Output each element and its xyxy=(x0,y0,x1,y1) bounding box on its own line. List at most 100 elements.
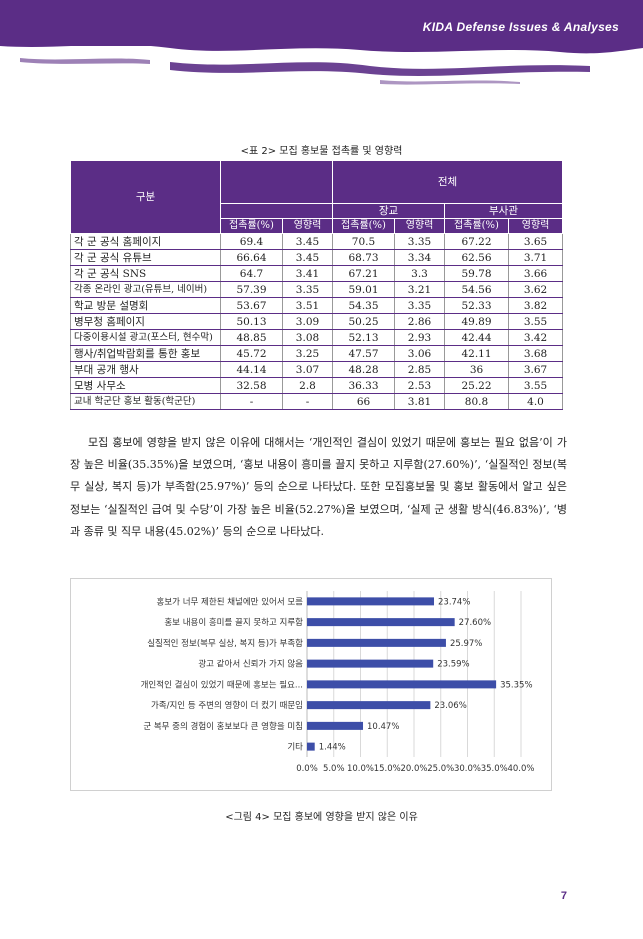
cell: 66 xyxy=(332,393,395,410)
row-label: 각 군 공식 홈페이지 xyxy=(70,233,221,250)
cell: 69.4 xyxy=(220,233,283,250)
cell: 3.35 xyxy=(282,281,333,298)
row-label: 다중이용시설 광고(포스터, 현수막) xyxy=(70,329,221,346)
cell: 3.66 xyxy=(507,265,564,282)
cell: 62.56 xyxy=(444,249,509,266)
cell: 3.42 xyxy=(507,329,564,346)
cell: 3.67 xyxy=(507,361,564,378)
cell: 3.3 xyxy=(394,265,445,282)
x-tick-label: 20.0% xyxy=(400,764,427,774)
cell: 36 xyxy=(444,361,509,378)
bar xyxy=(307,680,497,689)
cell: - xyxy=(282,393,333,410)
data-label: 1.44% xyxy=(319,743,346,753)
category-label: 홍보가 너무 제한된 채널에만 있어서 모름 xyxy=(157,596,304,607)
cell: 47.57 xyxy=(332,345,395,362)
cell: 3.62 xyxy=(507,281,564,298)
bar xyxy=(307,701,431,710)
cell: 48.85 xyxy=(220,329,283,346)
cell: 54.56 xyxy=(444,281,509,298)
cell: 67.22 xyxy=(444,233,509,250)
category-label: 군 복무 중의 경험이 홍보보다 큰 영향을 미침 xyxy=(143,721,303,732)
cell: 25.22 xyxy=(444,377,509,394)
cell: 3.51 xyxy=(282,297,333,314)
header-blank-2 xyxy=(220,203,333,219)
x-tick-label: 15.0% xyxy=(374,764,401,774)
table-row: 행사/취업박람회를 통한 홍보 45.72 3.25 47.57 3.06 42… xyxy=(70,345,564,362)
table-row: 각 군 공식 SNS 64.7 3.41 67.21 3.3 59.78 3.6… xyxy=(70,265,564,282)
cell: 3.25 xyxy=(282,345,333,362)
cell: 3.71 xyxy=(507,249,564,266)
cell: 70.5 xyxy=(332,233,395,250)
category-label: 기타 xyxy=(287,743,303,753)
cell: 36.33 xyxy=(332,377,395,394)
data-label: 35.35% xyxy=(500,680,532,690)
col-influence: 영향력 xyxy=(507,218,564,234)
row-label: 병무청 홈페이지 xyxy=(70,313,221,330)
cell: - xyxy=(220,393,283,410)
x-tick-label: 5.0% xyxy=(323,764,345,774)
cell: 59.01 xyxy=(332,281,395,298)
cell: 3.35 xyxy=(394,233,445,250)
cell: 45.72 xyxy=(220,345,283,362)
category-label: 실질적인 정보(복무 실상, 복지 등)가 부족함 xyxy=(147,638,303,649)
col-contact: 접촉률(%) xyxy=(444,218,509,234)
x-tick-label: 35.0% xyxy=(481,764,508,774)
contact-influence-table: 구분 전체 장교 부사관 접촉률(%) 영향력 접촉률(%) 영향력 접촉률(%… xyxy=(70,160,564,410)
table-caption: <표 2> 모집 홍보물 접촉률 및 영향력 xyxy=(240,146,403,157)
data-label: 27.60% xyxy=(459,618,491,628)
row-label: 각종 온라인 광고(유튜브, 네이버) xyxy=(70,281,221,298)
cell: 3.55 xyxy=(507,313,564,330)
cell: 64.7 xyxy=(220,265,283,282)
header-officer: 장교 xyxy=(332,203,445,219)
cell: 2.8 xyxy=(282,377,333,394)
cell: 3.81 xyxy=(394,393,445,410)
cell: 48.28 xyxy=(332,361,395,378)
cell: 3.45 xyxy=(282,249,333,266)
cell: 52.33 xyxy=(444,297,509,314)
category-label: 개인적인 결심이 있었기 때문에 홍보는 필요... xyxy=(141,679,303,690)
table-row: 부대 공개 행사 44.14 3.07 48.28 2.85 36 3.67 xyxy=(70,361,564,378)
col-influence: 영향력 xyxy=(394,218,445,234)
cell: 50.25 xyxy=(332,313,395,330)
reasons-bar-chart: 0.0% 5.0% 10.0% 15.0% 20.0% 25.0% 30.0% 35.0% 40… xyxy=(141,591,535,774)
bar xyxy=(307,638,446,647)
cell: 3.06 xyxy=(394,345,445,362)
cell: 54.35 xyxy=(332,297,395,314)
cell: 3.45 xyxy=(282,233,333,250)
cell: 59.78 xyxy=(444,265,509,282)
row-label: 모병 사무소 xyxy=(70,377,221,394)
row-label: 행사/취업박람회를 통한 홍보 xyxy=(70,345,221,362)
bar xyxy=(307,721,364,730)
table-row: 각 군 공식 유튜브 66.64 3.45 68.73 3.34 62.56 3… xyxy=(70,249,564,266)
header-blank xyxy=(220,160,333,204)
body-paragraph: 모집 홍보에 영향을 받지 않은 이유에 대해서는 ‘개인적인 결심이 있었기 … xyxy=(70,436,567,538)
data-label: 23.59% xyxy=(437,660,469,670)
cell: 52.13 xyxy=(332,329,395,346)
table-row: 교내 학군단 홍보 활동(학군단) - - 66 3.81 80.8 4.0 xyxy=(70,393,564,410)
table-row: 병무청 홈페이지 50.13 3.09 50.25 2.86 49.89 3.5… xyxy=(70,313,564,330)
category-label: 광고 같아서 신뢰가 가지 않음 xyxy=(198,659,303,670)
cell: 3.08 xyxy=(282,329,333,346)
cell: 3.21 xyxy=(394,281,445,298)
bar xyxy=(307,659,434,668)
table-row: 학교 방문 설명회 53.67 3.51 54.35 3.35 52.33 3.… xyxy=(70,297,564,314)
header-band xyxy=(0,0,643,85)
cell: 80.8 xyxy=(444,393,509,410)
x-tick-label: 40.0% xyxy=(507,764,534,774)
table-row: 다중이용시설 광고(포스터, 현수막) 48.85 3.08 52.13 2.9… xyxy=(70,329,564,346)
cell: 3.55 xyxy=(507,377,564,394)
col-contact: 접촉률(%) xyxy=(220,218,283,234)
cell: 49.89 xyxy=(444,313,509,330)
col-contact: 접촉률(%) xyxy=(332,218,395,234)
row-label: 각 군 공식 유튜브 xyxy=(70,249,221,266)
table-row: 각 군 공식 홈페이지 69.4 3.45 70.5 3.35 67.22 3.… xyxy=(70,233,564,250)
cell: 3.34 xyxy=(394,249,445,266)
cell: 3.35 xyxy=(394,297,445,314)
cell: 3.07 xyxy=(282,361,333,378)
header-nco: 부사관 xyxy=(443,203,564,219)
category-label: 가족/지인 등 주변의 영향이 더 컸기 때문임 xyxy=(151,700,303,711)
cell: 4.0 xyxy=(507,393,564,410)
cell: 50.13 xyxy=(220,313,283,330)
cell: 42.11 xyxy=(444,345,509,362)
